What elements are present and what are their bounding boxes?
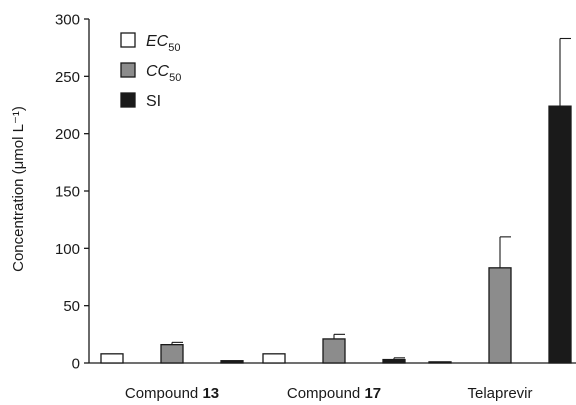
x-tick-label: Compound 17: [287, 385, 381, 402]
x-tick-label: Telaprevir: [467, 385, 532, 402]
legend-swatch-ec: [120, 32, 136, 48]
bar-si-1: [382, 358, 406, 364]
y-tick-label: 0: [72, 356, 80, 373]
bar-cc-2: [488, 267, 512, 364]
bar-ec-2: [428, 361, 452, 364]
y-axis-label: Concentration (μmol L⁻¹): [10, 106, 27, 272]
bar-si-2: [548, 105, 572, 364]
legend-swatch-cc: [120, 62, 136, 78]
y-tick-label: 250: [55, 69, 80, 86]
legend-label-ec: EC50: [146, 33, 180, 54]
bars: [100, 37, 572, 364]
bar-si-0: [220, 360, 244, 364]
x-tick-label: Compound 13: [125, 385, 219, 402]
y-tick-label: 50: [63, 298, 80, 315]
y-tick-label: 200: [55, 126, 80, 143]
y-tick-label: 300: [55, 12, 80, 29]
y-tick-label: 100: [55, 241, 80, 258]
legend-swatch-si: [120, 92, 136, 108]
y-tick-label: 150: [55, 184, 80, 201]
bar-ec-0: [100, 353, 124, 364]
legend-label-si: SI: [146, 93, 161, 110]
axes: 0 50 100 150 200 250 300 Compound 13 Compound 17…: [55, 12, 576, 402]
bar-ec-1: [262, 353, 286, 364]
legend-label-cc: CC50: [146, 63, 181, 84]
legend: EC50 CC50 SI: [120, 32, 181, 110]
bar-cc-0: [160, 344, 184, 364]
bar-cc-1: [322, 338, 346, 364]
